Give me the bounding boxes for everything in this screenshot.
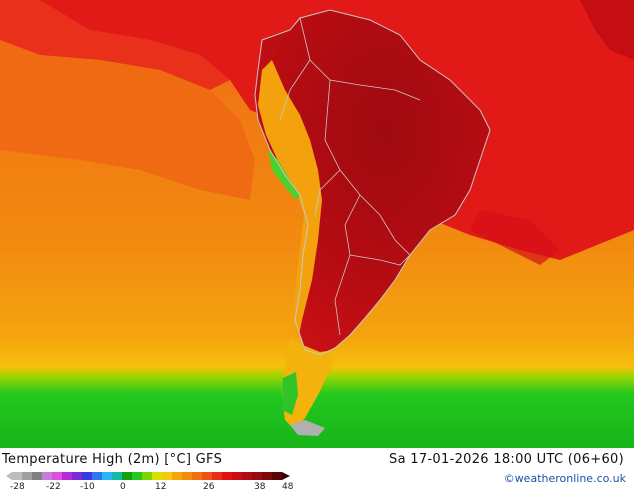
hot-band-west [0, 0, 230, 90]
valid-time: Sa 17-01-2026 18:00 UTC (06+60) [389, 452, 624, 467]
legend-tick: -28 [10, 482, 25, 490]
africa-edge [580, 0, 634, 60]
legend-tick: -10 [80, 482, 95, 490]
temperature-map [0, 0, 634, 448]
legend-tick: 12 [155, 482, 166, 490]
country-borders [279, 17, 421, 336]
legend-tick: 26 [203, 482, 215, 490]
patagonia [282, 340, 335, 430]
map-title: Temperature High (2m) [°C] GFS [2, 452, 223, 467]
legend-tick: -22 [46, 482, 61, 490]
coastline [254, 9, 491, 356]
legend-right-arrow [282, 472, 290, 480]
credit-link[interactable]: ©weatheronline.co.uk [503, 472, 626, 485]
map-footer: Temperature High (2m) [°C] GFS Sa 17-01-… [0, 448, 634, 490]
legend-tick: 0 [120, 482, 126, 490]
patagonia-green [282, 372, 298, 415]
legend-tick: 48 [282, 482, 294, 490]
andes-coast-strip [258, 60, 322, 340]
tierra-del-fuego [290, 420, 325, 436]
orange-pacific-north [0, 40, 255, 200]
legend-tick: 38 [254, 482, 266, 490]
hot-streak-atlantic [470, 210, 560, 265]
legend-left-arrow [6, 472, 22, 480]
south-america-land [255, 10, 490, 355]
andes-green-patch [268, 150, 300, 200]
color-legend: -28 -22 -10 0 12 26 38 48 [6, 472, 294, 490]
